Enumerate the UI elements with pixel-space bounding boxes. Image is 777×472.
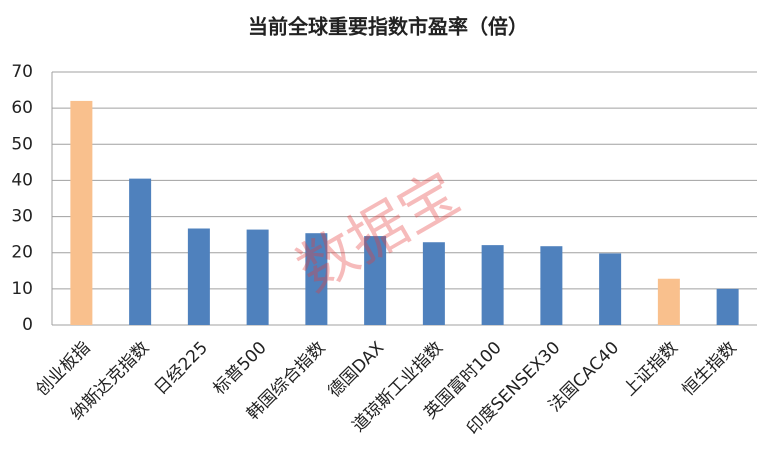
- bar: [481, 245, 504, 325]
- bar: [657, 278, 680, 325]
- y-tick-label: 40: [11, 170, 33, 190]
- y-tick-label: 70: [11, 62, 33, 82]
- bar: [70, 100, 93, 326]
- y-tick-label: 30: [11, 207, 33, 227]
- bar: [716, 288, 739, 325]
- y-tick-label: 60: [11, 98, 33, 118]
- bar: [599, 253, 622, 325]
- bar: [187, 228, 210, 325]
- y-tick-label: 10: [11, 279, 33, 299]
- bar: [364, 236, 387, 325]
- bar: [129, 178, 152, 325]
- x-tick-label: 恒生指数: [678, 338, 740, 400]
- y-tick-label: 50: [11, 134, 33, 154]
- x-tick-label: 日经225: [151, 338, 212, 399]
- bar: [422, 242, 445, 325]
- bar: [246, 229, 269, 325]
- y-tick-label: 0: [22, 315, 33, 335]
- bar: [305, 233, 328, 325]
- x-tick-label: 上证指数: [620, 338, 682, 400]
- chart-title: 当前全球重要指数市盈率（倍）: [248, 15, 528, 39]
- x-tick-label: 标普500: [210, 338, 271, 399]
- bar: [540, 246, 563, 325]
- y-tick-label: 20: [11, 243, 33, 263]
